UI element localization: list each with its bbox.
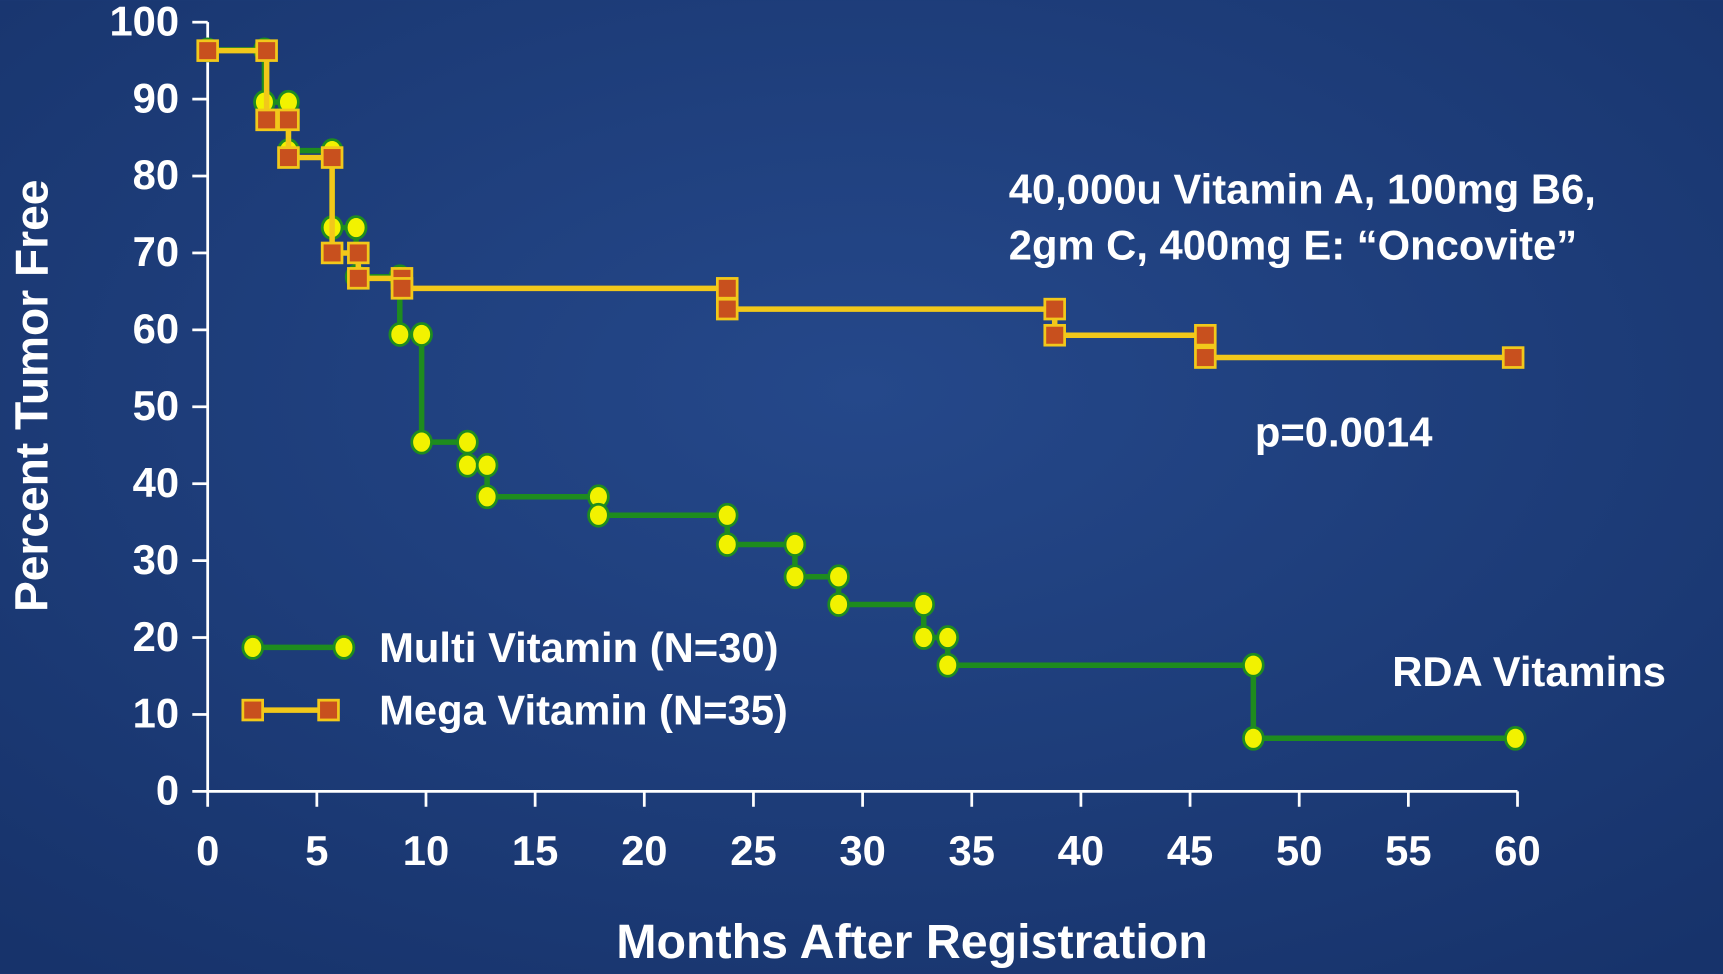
y-tick-label: 30 xyxy=(133,536,179,583)
y-tick-label: 40 xyxy=(133,459,179,506)
data-point xyxy=(347,241,370,265)
x-tick-label: 5 xyxy=(305,827,328,874)
data-point xyxy=(1242,725,1265,751)
data-point xyxy=(912,625,935,650)
x-tick-label: 15 xyxy=(512,827,558,874)
y-tick-label: 20 xyxy=(133,613,179,660)
data-point xyxy=(388,322,412,347)
data-point xyxy=(255,108,278,132)
y-tick-label: 10 xyxy=(133,690,179,737)
x-tick-label: 40 xyxy=(1058,827,1104,874)
data-point xyxy=(1043,323,1066,347)
annotation: 2gm C, 400mg E: “Oncovite” xyxy=(1009,222,1577,269)
data-point xyxy=(277,108,300,132)
data-point xyxy=(390,277,414,300)
data-point xyxy=(783,532,807,557)
data-point xyxy=(410,429,433,455)
data-point xyxy=(410,322,433,347)
data-point xyxy=(456,429,479,455)
data-point xyxy=(715,277,739,300)
x-tick-label: 45 xyxy=(1167,827,1213,874)
data-point xyxy=(936,625,960,650)
data-point xyxy=(715,502,739,528)
annotation: p=0.0014 xyxy=(1255,408,1433,455)
y-tick-label: 90 xyxy=(133,74,179,121)
data-point xyxy=(1043,297,1066,321)
data-point xyxy=(475,484,499,510)
y-tick-label: 0 xyxy=(156,767,179,814)
x-tick-label: 30 xyxy=(839,827,885,874)
x-tick-label: 10 xyxy=(403,827,449,874)
x-axis-title: Months After Registration xyxy=(616,915,1208,969)
data-point xyxy=(347,267,370,290)
data-point xyxy=(827,592,850,617)
y-tick-label: 100 xyxy=(109,0,179,44)
annotation: RDA Vitamins xyxy=(1392,648,1666,695)
data-point xyxy=(715,297,739,321)
data-point xyxy=(1501,346,1525,369)
data-point xyxy=(912,592,935,617)
x-tick-label: 0 xyxy=(196,827,219,874)
data-point xyxy=(320,241,344,265)
y-tick-label: 60 xyxy=(133,305,179,352)
legend-marker xyxy=(332,635,356,660)
data-point xyxy=(1242,652,1265,678)
x-tick-label: 25 xyxy=(730,827,776,874)
data-point xyxy=(587,502,610,528)
x-tick-label: 60 xyxy=(1494,827,1540,874)
legend-marker xyxy=(241,698,264,722)
data-point xyxy=(1194,323,1217,347)
legend-marker xyxy=(317,698,340,722)
data-point xyxy=(344,215,368,240)
x-tick-label: 35 xyxy=(949,827,995,874)
y-tick-label: 70 xyxy=(133,228,179,275)
legend-label: Mega Vitamin (N=35) xyxy=(379,686,788,733)
data-point xyxy=(456,452,479,478)
annotation: 40,000u Vitamin A, 100mg B6, xyxy=(1009,166,1596,213)
data-point xyxy=(827,564,850,590)
legend-label: Multi Vitamin (N=30) xyxy=(379,624,778,671)
data-point xyxy=(1504,725,1527,751)
data-point xyxy=(1194,346,1217,369)
x-tick-label: 20 xyxy=(621,827,667,874)
x-tick-label: 50 xyxy=(1276,827,1322,874)
data-point xyxy=(715,532,739,557)
x-tick-label: 55 xyxy=(1385,827,1431,874)
y-tick-label: 50 xyxy=(133,382,179,429)
data-point xyxy=(475,452,499,478)
y-axis-title: Percent Tumor Free xyxy=(5,180,57,612)
data-point xyxy=(936,652,960,678)
data-point xyxy=(783,564,807,590)
data-point xyxy=(255,39,278,62)
y-tick-label: 80 xyxy=(133,151,179,198)
data-point xyxy=(277,146,300,169)
data-point xyxy=(320,146,344,169)
data-point xyxy=(196,39,219,62)
legend-marker xyxy=(241,635,264,660)
